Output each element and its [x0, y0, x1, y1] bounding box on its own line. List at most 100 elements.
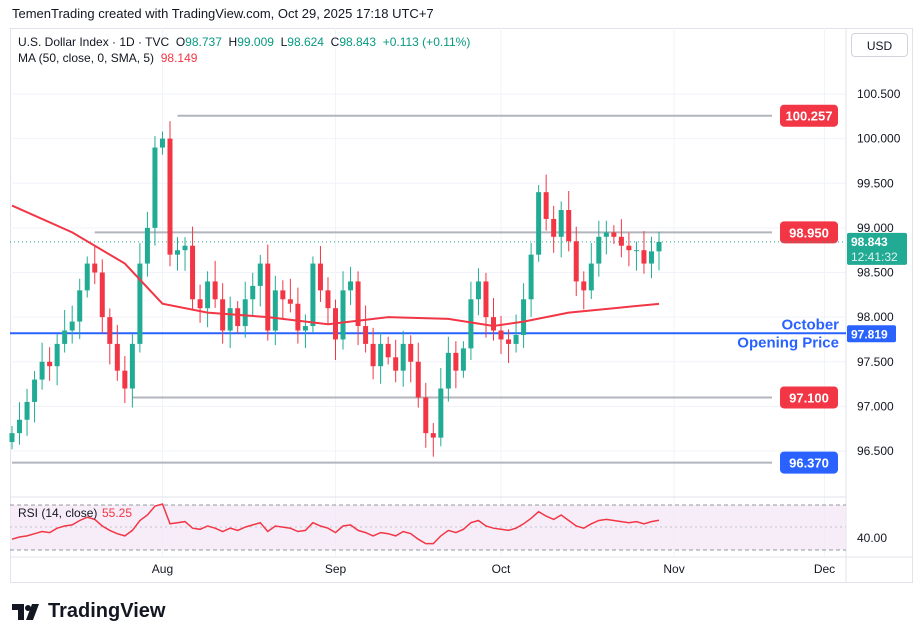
candle-body [656, 241, 662, 252]
level-label-box [780, 386, 838, 409]
candle-body [212, 281, 218, 300]
price-tick: 100.500 [857, 87, 901, 101]
candle-body [618, 236, 624, 246]
candle-body [325, 290, 331, 309]
candle-body [47, 361, 53, 367]
candle-body [506, 339, 512, 344]
candle-body [340, 290, 346, 340]
candle-body [265, 263, 271, 331]
candle-body [385, 343, 391, 358]
candle-body [596, 236, 602, 264]
candle-body [280, 290, 286, 300]
low-value: 98.624 [287, 35, 324, 49]
symbol-name[interactable]: U.S. Dollar Index · 1D · TVC [18, 35, 170, 49]
candle-body [528, 254, 534, 300]
candle-body [581, 281, 587, 291]
candle-body [159, 138, 165, 148]
ma-label[interactable]: MA (50, close, 0, SMA, 5) [18, 51, 155, 65]
candle-body [114, 343, 120, 371]
candle-body [483, 281, 489, 318]
tradingview-logo: TradingView [12, 600, 165, 623]
candle-body [460, 348, 466, 371]
candle-body [393, 357, 399, 371]
candle-body [302, 326, 308, 331]
october-open-price: 97.819 [851, 327, 888, 341]
change-value: +0.113 (+0.11%) [382, 35, 471, 49]
candle-body [423, 397, 429, 434]
candle-body [242, 299, 248, 327]
currency-button[interactable]: USD [851, 33, 908, 57]
open-label: O [175, 35, 186, 49]
october-open-price-box [847, 325, 896, 343]
candle-body [99, 272, 105, 318]
candle-body [182, 245, 188, 251]
date-tick: Nov [663, 562, 684, 576]
price-tick: 98.500 [857, 266, 894, 280]
candle-body [498, 330, 504, 340]
candle-body [438, 388, 444, 438]
candle-body [611, 232, 617, 237]
rsi-line [11, 503, 660, 545]
tv-logo-icon [12, 603, 39, 620]
candle-body [197, 299, 203, 309]
candle-body [543, 192, 549, 219]
candle-body [129, 343, 135, 389]
candle-body [167, 138, 173, 255]
rsi-tick: 40.00 [857, 531, 887, 545]
candle-body [603, 232, 609, 237]
close-label: C [330, 35, 340, 49]
candle-body [220, 299, 226, 331]
ma-value: 98.149 [160, 51, 198, 65]
level-label: 96.370 [789, 456, 829, 471]
candle-body [144, 227, 150, 264]
candle-body [54, 343, 60, 367]
candle-body [348, 281, 354, 291]
candle-body [490, 317, 496, 331]
last-price-box [847, 232, 907, 265]
candle-body [84, 263, 90, 291]
high-label: H [228, 35, 238, 49]
candle-body [122, 370, 128, 389]
level-label: 97.100 [789, 390, 829, 405]
candle-body [566, 210, 572, 242]
rsi-value: 55.25 [102, 506, 132, 520]
bar-countdown: 12:41:32 [851, 250, 898, 264]
rsi-label: RSI (14, close) [18, 506, 97, 520]
candle-body [468, 299, 474, 349]
candle-body [513, 334, 519, 344]
level-label-box [780, 221, 838, 244]
candle-body [310, 263, 316, 327]
candle-body [92, 263, 98, 273]
candle-body [272, 290, 278, 331]
candle-body [32, 379, 38, 402]
logo-text: TradingView [48, 600, 166, 622]
candle-body [415, 361, 421, 398]
candle-body [69, 321, 75, 331]
candle-body [190, 245, 196, 300]
candle-body [551, 218, 557, 237]
candle-body [355, 281, 361, 327]
opening-price-label: Opening Price [737, 334, 839, 351]
candle-body [573, 241, 579, 282]
candle-body [445, 352, 451, 389]
candle-body [250, 285, 256, 300]
candle-body [521, 299, 527, 335]
candle-body [408, 343, 414, 362]
chart-frame [10, 28, 913, 583]
chart-header: TemenTrading created with TradingView.co… [12, 6, 434, 21]
price-tick: 97.500 [857, 355, 894, 369]
candle-body [453, 352, 459, 371]
candle-body [536, 192, 542, 255]
candle-body [400, 343, 406, 371]
level-label: 100.257 [786, 109, 833, 124]
price-tick: 99.000 [857, 221, 894, 235]
ma-line [11, 204, 660, 328]
candle-body [295, 303, 301, 331]
candle-body [17, 419, 23, 434]
candle-body [633, 250, 639, 252]
candle-body [588, 263, 594, 291]
level-label-box [780, 451, 838, 474]
high-value: 99.009 [237, 35, 274, 49]
october-label: October [781, 316, 839, 333]
